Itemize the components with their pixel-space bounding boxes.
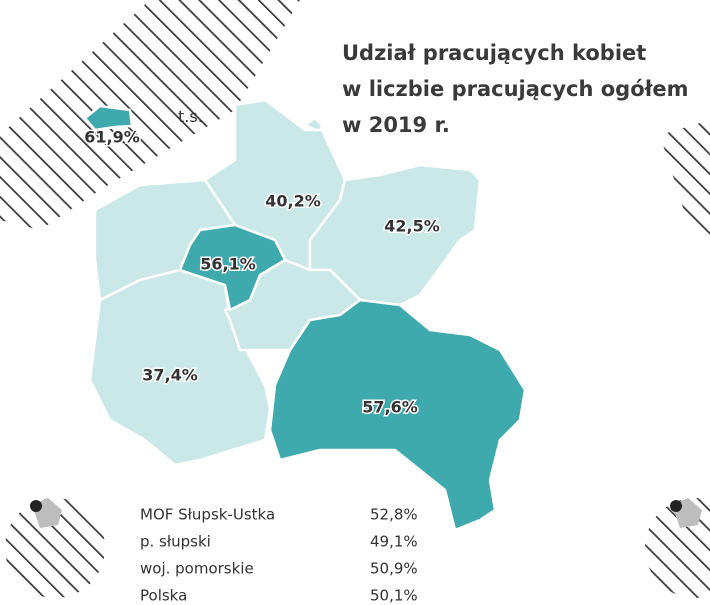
row-value: 50,1% bbox=[370, 587, 418, 605]
title: Udział pracujących kobiet w liczbie prac… bbox=[342, 41, 689, 137]
regions bbox=[83, 98, 527, 532]
region-label: 56,1% bbox=[200, 255, 256, 274]
region bbox=[268, 298, 527, 532]
region-label: 42,5% bbox=[384, 217, 440, 236]
region-label: 40,2% bbox=[265, 192, 321, 211]
hatched-area bbox=[5, 498, 105, 598]
row-name: woj. pomorskie bbox=[140, 560, 254, 578]
region bbox=[83, 104, 134, 132]
annotation: t.s. bbox=[178, 107, 203, 126]
summary-table: MOF Słupsk-Ustka 52,8% p. słupski 49,1% … bbox=[140, 506, 418, 605]
row-name: MOF Słupsk-Ustka bbox=[140, 506, 275, 524]
region-label: 37,4% bbox=[142, 366, 198, 385]
locator-dot bbox=[670, 500, 682, 512]
title-line: Udział pracujących kobiet bbox=[342, 41, 646, 65]
row-value: 50,9% bbox=[370, 560, 418, 578]
region-label: 57,6% bbox=[362, 398, 418, 417]
locator-dot bbox=[30, 500, 42, 512]
region-labels: 61,9% 40,2% 42,5% 56,1% 37,4% 57,6% t.s. bbox=[83, 107, 442, 418]
row-value: 52,8% bbox=[370, 506, 418, 524]
hatched-area bbox=[0, 0, 300, 230]
title-line: w 2019 r. bbox=[342, 113, 450, 137]
region-label: 61,9% bbox=[84, 128, 140, 147]
row-name: Polska bbox=[140, 587, 187, 605]
row-value: 49,1% bbox=[370, 533, 418, 551]
region bbox=[178, 223, 287, 312]
row-name: p. słupski bbox=[140, 533, 211, 551]
title-line: w liczbie pracujących ogółem bbox=[342, 77, 689, 101]
region bbox=[308, 163, 482, 307]
hatched-area bbox=[660, 120, 710, 235]
